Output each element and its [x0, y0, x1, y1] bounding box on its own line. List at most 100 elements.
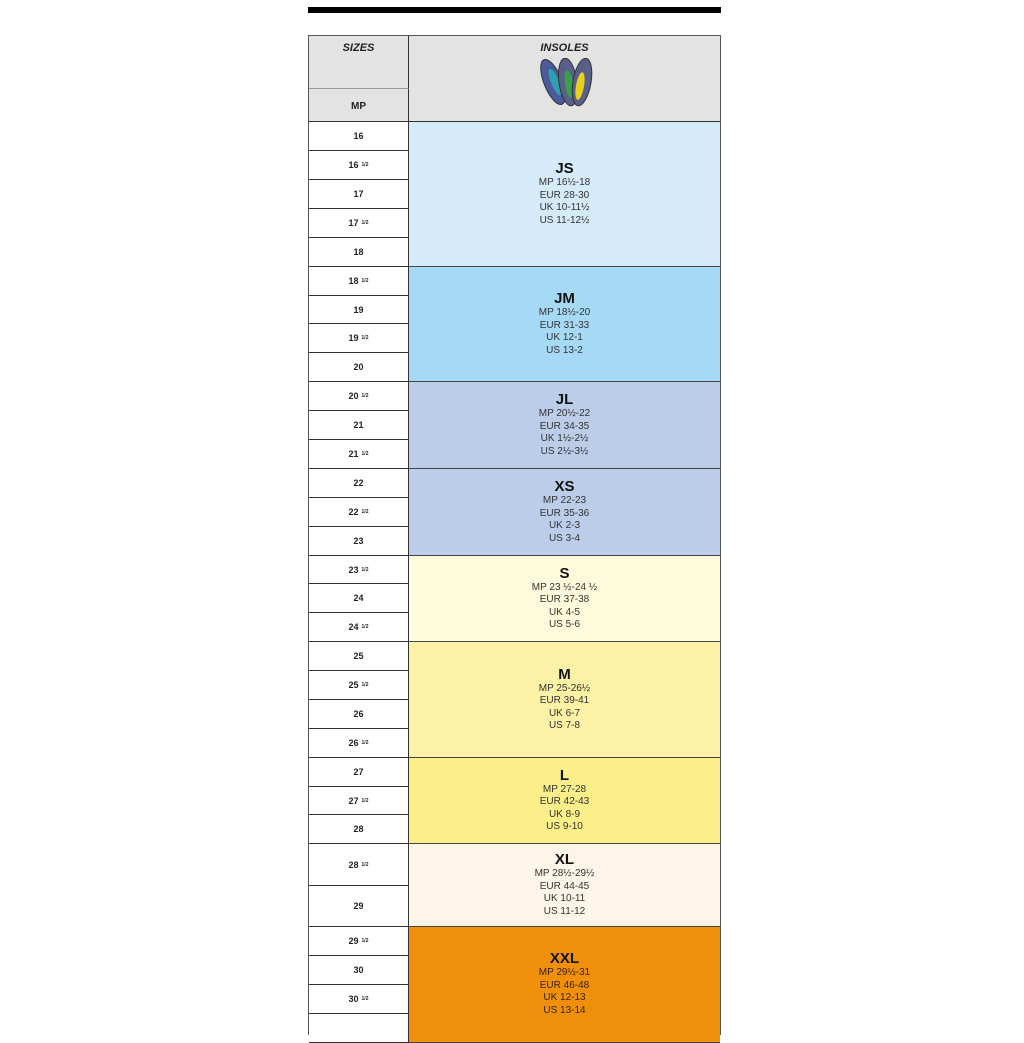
insole-size-name: XXL: [549, 950, 580, 967]
size-conversion: EUR 28-30: [539, 189, 590, 201]
sizes-label: SIZES: [342, 42, 375, 54]
size-row: 22: [309, 469, 409, 498]
half-size-mark: 1/2: [361, 566, 369, 573]
insole-size-name: XS: [554, 478, 575, 495]
size-conversion: MP 25-26½: [538, 682, 591, 694]
size-conversion: US 9-10: [546, 821, 583, 832]
size-conversion: UK 2-3: [548, 520, 581, 531]
insole-size-jm: JM MP 18½-20 EUR 31-33 UK 12-1 US 13-2: [409, 267, 720, 382]
size-conversion: UK 1½-2½: [540, 433, 589, 444]
mp-size: 25: [348, 680, 359, 690]
mp-size: 26: [348, 738, 359, 748]
size-conversion: UK 6-7: [548, 707, 581, 719]
size-conversion: EUR 35-36: [539, 507, 590, 519]
size-row: 18: [309, 238, 409, 267]
size-conversion: MP 27-28: [542, 783, 587, 795]
size-conversion: MP 23 ½-24 ½: [531, 581, 598, 593]
size-conversion: EUR 42-43: [539, 796, 590, 807]
mp-size: 22: [348, 507, 359, 517]
mp-size: 28: [348, 859, 359, 870]
half-size-mark: 1/2: [361, 938, 369, 944]
size-row: 25: [309, 642, 409, 671]
mp-size: 22: [353, 478, 364, 488]
size-conversion: EUR 46-48: [539, 979, 590, 991]
mp-size: 30: [348, 994, 359, 1004]
size-row: 23: [309, 527, 409, 556]
size-conversion: MP 18½-20: [538, 307, 591, 318]
mp-size: 19: [348, 333, 359, 343]
mp-size: 23: [353, 536, 364, 546]
half-size-mark: 1/2: [361, 624, 369, 630]
size-row: 21 1/2: [309, 440, 409, 469]
size-row: 20 1/2: [309, 382, 409, 411]
size-conversion: MP 28½-29½: [534, 868, 595, 879]
size-row: 18 1/2: [309, 267, 409, 296]
size-conversion: US 5-6: [548, 619, 581, 630]
size-conversion: EUR 44-45: [539, 880, 590, 892]
size-row: 29: [309, 886, 409, 927]
size-row: 22 1/2: [309, 498, 409, 527]
half-size-mark: 1/2: [361, 740, 369, 746]
half-size-mark: 1/2: [361, 162, 369, 168]
insole-size-name: JS: [555, 160, 574, 177]
size-row: 30: [309, 956, 409, 985]
size-conversion: EUR 34-35: [539, 420, 590, 432]
insole-size-name: M: [558, 665, 571, 683]
size-row: 20: [309, 353, 409, 382]
size-row: 27: [309, 758, 409, 787]
mp-size: 18: [348, 276, 359, 286]
mp-size: 28: [353, 824, 364, 834]
mp-size: 26: [353, 709, 364, 719]
size-conversion: UK 10-11: [543, 893, 586, 904]
half-size-mark: 1/2: [361, 278, 369, 284]
size-row: 19 1/2: [309, 324, 409, 353]
mp-size: 19: [353, 304, 364, 315]
size-row: 23 1/2: [309, 556, 409, 584]
half-size-mark: 1/2: [361, 996, 369, 1002]
size-row: 29 1/2: [309, 927, 409, 956]
mp-header: MP: [309, 89, 409, 122]
mp-size: 16: [348, 160, 359, 170]
half-size-mark: 1/2: [361, 682, 369, 688]
insole-size-name: L: [559, 766, 570, 784]
mp-size: 20: [348, 391, 359, 401]
size-conversion: MP 20½-22: [538, 408, 591, 419]
insoles-label: INSOLES: [540, 42, 589, 54]
mp-size: 30: [353, 965, 364, 975]
size-conversion: US 13-2: [546, 344, 583, 356]
half-size-mark: 1/2: [361, 335, 369, 341]
mp-size: 29: [348, 936, 359, 946]
size-row: 26: [309, 700, 409, 729]
size-row: 17 1/2: [309, 209, 409, 238]
mp-size: 24: [348, 622, 359, 632]
insole-size-jl: JL MP 20½-22 EUR 34-35 UK 1½-2½ US 2½-3½: [409, 382, 720, 469]
size-conversion: UK 12-13: [543, 992, 586, 1003]
size-row: 24 1/2: [309, 613, 409, 642]
mp-size: 21: [348, 449, 359, 459]
size-conversion: US 11-12: [543, 905, 586, 917]
size-conversion: UK 4-5: [548, 606, 581, 618]
insole-size-xs: XS MP 22-23 EUR 35-36 UK 2-3 US 3-4: [409, 469, 720, 556]
half-size-mark: 1/2: [361, 393, 369, 399]
size-row: 17: [309, 180, 409, 209]
size-conversion: US 13-14: [543, 1004, 586, 1016]
size-conversion: UK 12-1: [546, 332, 583, 343]
mp-size: 29: [353, 901, 364, 911]
half-size-mark: 1/2: [361, 509, 369, 515]
size-conversion: UK 10-11½: [539, 202, 590, 213]
mp-size: 27: [348, 795, 359, 806]
size-conversion: US 2½-3½: [540, 445, 589, 457]
insole-size-xl: XL MP 28½-29½ EUR 44-45 UK 10-11 US 11-12: [409, 844, 720, 927]
insole-size-m: M MP 25-26½ EUR 39-41 UK 6-7 US 7-8: [409, 642, 720, 758]
size-row: 16 1/2: [309, 151, 409, 180]
size-conversion: US 11-12½: [539, 214, 590, 226]
size-conversion: MP 16½-18: [538, 177, 591, 188]
insole-size-l: L MP 27-28 EUR 42-43 UK 8-9 US 9-10: [409, 758, 720, 844]
insole-size-name: XL: [554, 851, 575, 868]
half-size-mark: 1/2: [361, 861, 369, 868]
mp-size: 16: [353, 131, 364, 141]
insoles-header: INSOLES: [409, 36, 720, 122]
insole-size-name: JM: [554, 290, 575, 307]
size-row: 24: [309, 584, 409, 613]
mp-label: MP: [351, 101, 366, 112]
